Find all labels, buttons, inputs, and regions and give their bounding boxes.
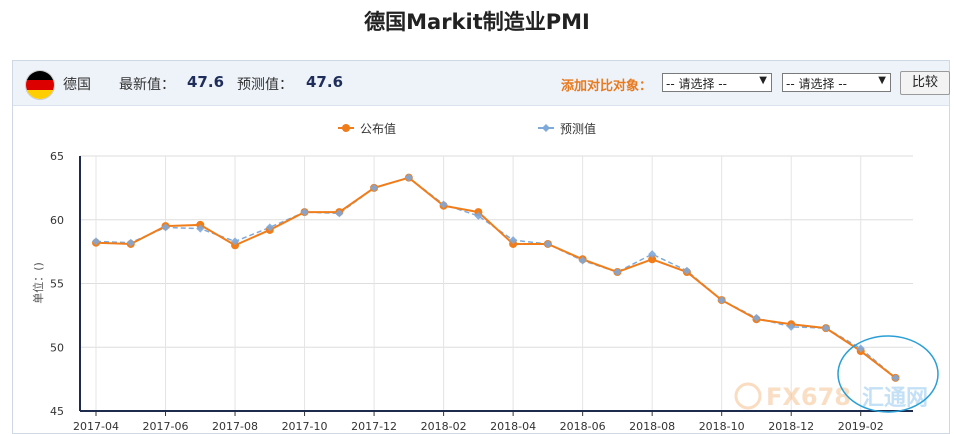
data-point-forecast (891, 373, 900, 382)
data-point-forecast (717, 296, 726, 305)
legend-label-published: 公布值 (360, 121, 396, 136)
x-tick-label: 2018-06 (560, 420, 606, 433)
x-tick-label: 2017-08 (212, 420, 258, 433)
compare-select-1-value: -- 请选择 -- (666, 77, 727, 91)
flag-stripe-black (26, 71, 54, 81)
data-point-forecast (613, 268, 622, 277)
series-line-published (95, 176, 897, 379)
data-point-forecast (752, 313, 761, 322)
y-tick-label: 45 (50, 405, 64, 418)
watermark-text-cjk: 汇通网 (862, 386, 928, 411)
data-point-forecast (404, 173, 413, 182)
y-axis-label: 单位：() (31, 262, 45, 304)
latest-value: 47.6 (187, 73, 225, 91)
latest-value-label: 最新值： (119, 77, 175, 93)
legend-label-forecast: 预测值 (560, 121, 596, 136)
page-title: 德国Markit制造业PMI (364, 10, 590, 34)
compare-select-2-value: -- 请选择 -- (786, 77, 847, 91)
forecast-value: 47.6 (306, 73, 344, 91)
x-tick-label: 2017-12 (351, 420, 397, 433)
x-tick-label: 2018-02 (421, 420, 467, 433)
panel-header: 德国 最新值： 47.6 预测值： 47.6 添加对比对象： -- 请选择 --… (13, 61, 950, 106)
x-tick-label: 2019-02 (838, 420, 884, 433)
data-point-forecast (370, 183, 379, 192)
flag-stripe-gold (26, 89, 54, 99)
highlight-circle (837, 335, 939, 413)
data-point-forecast (648, 250, 657, 259)
data-point-forecast (439, 200, 448, 209)
watermark-logo-icon (734, 382, 762, 410)
germany-flag-icon (25, 70, 55, 100)
x-tick-label: 2017-06 (143, 420, 189, 433)
legend-item-published[interactable]: 公布值 (338, 121, 396, 136)
chart-series (92, 173, 900, 382)
y-tick-label: 50 (50, 341, 64, 354)
data-point-forecast (92, 237, 100, 246)
y-tick-label: 55 (50, 278, 64, 291)
watermark-text-latin: FX678 (766, 383, 851, 411)
chart-axes: 45 50 55 60 65 2017-04 2017-06 2017-08 2017-10 20… (50, 150, 913, 433)
compare-select-2[interactable]: -- 请选择 -- ▼ (782, 73, 891, 92)
add-compare-label: 添加对比对象： (561, 79, 653, 94)
y-tick-label: 65 (50, 150, 64, 163)
data-point-forecast (856, 344, 865, 353)
data-point-forecast (543, 239, 552, 248)
x-tick-label: 2017-04 (73, 420, 119, 433)
legend-marker-forecast (542, 124, 550, 132)
country-name: 德国 (63, 77, 91, 93)
x-tick-label: 2018-04 (490, 420, 536, 433)
data-point-forecast (787, 322, 796, 331)
data-point-forecast (578, 256, 587, 265)
data-point-forecast (126, 238, 135, 247)
chart-grid (80, 155, 913, 412)
data-point-forecast (161, 223, 170, 232)
flag-stripe-red (26, 80, 54, 90)
data-point-published (648, 255, 657, 264)
data-point-forecast (196, 224, 205, 233)
forecast-value-label: 预测值： (237, 77, 293, 93)
data-point-forecast (821, 324, 830, 333)
legend-item-forecast[interactable]: 预测值 (538, 121, 596, 136)
x-tick-label: 2018-12 (768, 420, 814, 433)
data-point-forecast (509, 236, 518, 245)
x-tick-label: 2018-08 (629, 420, 675, 433)
indicator-panel: 德国 最新值： 47.6 预测值： 47.6 添加对比对象： -- 请选择 --… (12, 60, 950, 434)
x-tick-label: 2017-10 (282, 420, 328, 433)
compare-button[interactable]: 比较 (900, 71, 950, 95)
dropdown-arrow-icon: ▼ (759, 75, 767, 86)
legend: 公布值 预测值 (338, 121, 596, 136)
data-point-forecast (474, 211, 483, 220)
data-point-forecast (682, 266, 691, 275)
legend-marker-published (342, 124, 350, 132)
data-point-forecast (300, 208, 309, 217)
watermark: FX678 汇通网 (734, 382, 928, 411)
x-tick-label: 2018-10 (699, 420, 745, 433)
data-point-forecast (265, 223, 274, 232)
series-line-forecast (95, 176, 896, 379)
y-tick-label: 60 (50, 214, 64, 227)
data-point-forecast (231, 237, 240, 246)
dropdown-arrow-icon: ▼ (878, 75, 886, 86)
data-point-forecast (335, 209, 344, 218)
compare-select-1[interactable]: -- 请选择 -- ▼ (662, 73, 772, 92)
